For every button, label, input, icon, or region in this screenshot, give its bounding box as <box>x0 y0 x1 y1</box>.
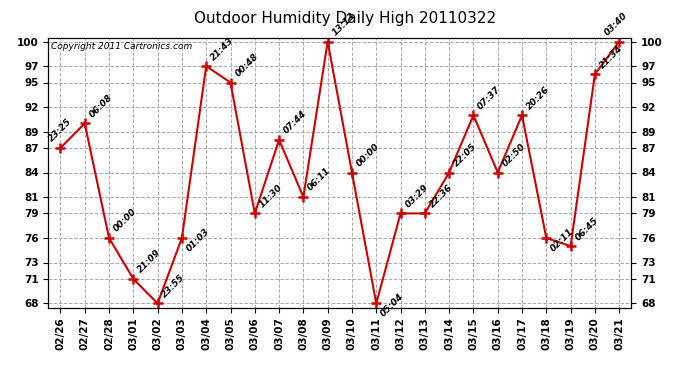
Text: 22:36: 22:36 <box>428 183 454 209</box>
Text: 06:08: 06:08 <box>88 93 114 119</box>
Text: 22:05: 22:05 <box>452 142 479 168</box>
Text: 23:55: 23:55 <box>160 273 187 299</box>
Text: 00:00: 00:00 <box>112 207 139 234</box>
Text: 20:26: 20:26 <box>525 84 551 111</box>
Text: 07:37: 07:37 <box>476 84 503 111</box>
Text: 03:40: 03:40 <box>602 11 629 38</box>
Text: Outdoor Humidity Daily High 20110322: Outdoor Humidity Daily High 20110322 <box>194 11 496 26</box>
Text: Copyright 2011 Cartronics.com: Copyright 2011 Cartronics.com <box>51 42 193 51</box>
Text: 21:34: 21:34 <box>598 44 624 70</box>
Text: 03:29: 03:29 <box>404 183 430 209</box>
Text: 13:13: 13:13 <box>331 11 357 38</box>
Text: 01:03: 01:03 <box>185 226 211 253</box>
Text: 07:44: 07:44 <box>282 109 308 136</box>
Text: 06:45: 06:45 <box>573 215 600 242</box>
Text: 06:11: 06:11 <box>306 166 333 193</box>
Text: 21:43: 21:43 <box>209 35 235 62</box>
Text: 11:30: 11:30 <box>257 183 284 209</box>
Text: 00:00: 00:00 <box>355 142 382 168</box>
Text: 02:11: 02:11 <box>549 226 575 253</box>
Text: 05:04: 05:04 <box>379 292 406 319</box>
Text: 02:50: 02:50 <box>500 142 527 168</box>
Text: 21:09: 21:09 <box>136 248 163 275</box>
Text: 23:25: 23:25 <box>46 117 73 144</box>
Text: 00:48: 00:48 <box>233 52 260 78</box>
